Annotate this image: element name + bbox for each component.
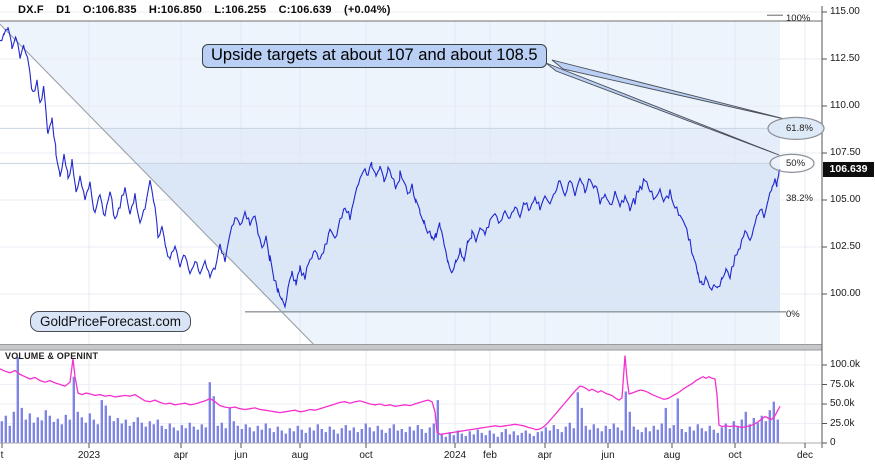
x-axis-month-label: 2024 (443, 449, 467, 461)
ohlc-readout: DX.F D1 O:106.835 H:106.850 L:106.255 C:… (18, 4, 400, 16)
annotation-callout-tails[interactable] (545, 59, 790, 156)
x-axis-month-label: aug (291, 449, 309, 461)
volume-bars[interactable] (0, 357, 779, 443)
price-axis-tick-label: 115.00 (830, 6, 860, 17)
fib-50-ellipse[interactable] (769, 153, 815, 173)
high-value: H:106.850 (148, 4, 203, 16)
volume-axis-tick-label: 75.0k (830, 378, 855, 390)
x-axis-month-label: jun (601, 449, 615, 461)
x-axis-month-label: t (0, 449, 4, 461)
low-value: L:106.255 (214, 4, 267, 16)
fib-level-label: 61.8% (786, 122, 813, 134)
price-axis-tick-label: 102.50 (830, 241, 861, 252)
price-axis-tick-label: 107.50 (830, 147, 861, 158)
symbol-label: DX.F (18, 4, 44, 16)
fib-level-lines (0, 14, 786, 313)
watermark-label: GoldPriceForecast.com (30, 311, 192, 332)
x-axis-month-label: feb (483, 449, 497, 461)
x-axis-month-label: dec (796, 449, 814, 461)
fib-target-ellipses[interactable] (767, 116, 825, 173)
x-axis-month-label: 2023 (77, 449, 101, 461)
fib-retracement-shading (0, 21, 781, 344)
fib-level-label: 100% (786, 12, 811, 24)
upside-targets-annotation[interactable]: Upside targets at about 107 and about 10… (202, 44, 547, 68)
change-value: (+0.04%) (344, 4, 391, 16)
x-axis-month-label: jun (234, 449, 248, 461)
timeframe-label: D1 (56, 4, 71, 16)
fib-level-label: 38.2% (786, 192, 813, 204)
downtrend-line[interactable] (0, 23, 319, 350)
volume-panel-title: VOLUME & OPENINT (5, 351, 99, 361)
x-axis-month-label: apr (537, 449, 553, 461)
price-axis-tick-label: 112.50 (830, 53, 860, 64)
fib-level-label: 50% (786, 157, 806, 169)
x-axis-month-label: oct (359, 449, 373, 461)
volume-axis-tick-label: 100.0k (830, 359, 861, 370)
price-axis-tick-label: 105.00 (830, 194, 861, 205)
x-axis-month-label: apr (173, 449, 189, 461)
volume-axis-tick-label: 50.0k (830, 398, 855, 409)
price-axis-tick-label: 100.00 (830, 288, 861, 299)
volume-axis-tick-label: 0 (830, 437, 836, 448)
last-price-tag: 106.639 (823, 161, 874, 177)
close-value: C:106.639 (278, 4, 332, 16)
volume-axis-tick-label: 25.0k (830, 417, 855, 429)
open-interest-line[interactable] (0, 355, 781, 436)
axes-and-ticks (0, 6, 827, 448)
x-axis-month-label: oct (728, 449, 742, 461)
price-axis-tick-label: 110.00 (830, 100, 860, 111)
fib-61.8-ellipse[interactable] (767, 116, 825, 140)
open-value: O:106.835 (82, 4, 137, 16)
price-series-line[interactable] (0, 27, 781, 309)
x-axis-month-label: aug (663, 449, 681, 461)
fib-level-label: 0% (786, 309, 800, 321)
